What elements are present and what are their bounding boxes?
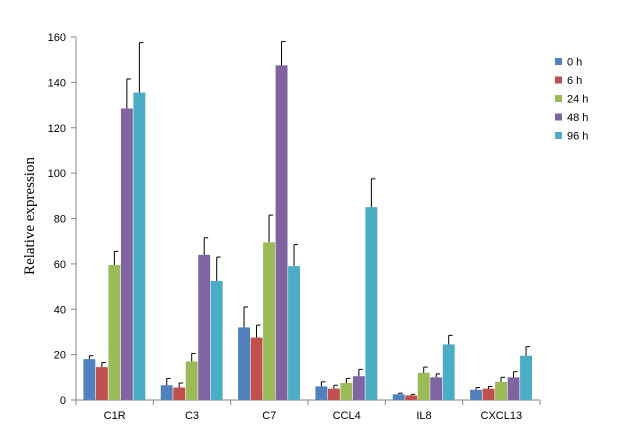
legend: 0 h 6 h 24 h 48 h 96 h xyxy=(555,57,588,143)
y-tick-label: 140 xyxy=(48,77,66,89)
bar xyxy=(520,355,532,400)
x-tick-label: CCL4 xyxy=(333,410,361,422)
legend-label: 48 h xyxy=(567,112,588,124)
y-tick-label: 160 xyxy=(48,32,66,44)
legend-swatch xyxy=(555,58,562,65)
y-tick-label: 40 xyxy=(54,304,66,316)
bar xyxy=(288,266,300,400)
bar xyxy=(417,372,430,400)
bar xyxy=(405,395,418,400)
bar xyxy=(275,65,288,400)
bar xyxy=(430,377,443,400)
legend-swatch xyxy=(555,132,562,139)
bar xyxy=(263,242,275,400)
y-tick-label: 80 xyxy=(54,214,66,226)
bar xyxy=(120,108,133,400)
bar xyxy=(238,327,250,400)
y-tick-label: 100 xyxy=(48,168,66,180)
error-bars xyxy=(88,41,531,396)
bar xyxy=(470,389,482,400)
y-tick-label: 120 xyxy=(48,123,66,135)
legend-label: 0 h xyxy=(567,57,582,69)
y-axis: 0 20 40 60 80 100 120 140 160 xyxy=(48,32,77,407)
y-tick-label: 0 xyxy=(60,395,66,407)
bar xyxy=(210,280,223,400)
bar xyxy=(108,265,121,400)
bar xyxy=(340,382,353,400)
bar xyxy=(507,377,520,400)
legend-swatch xyxy=(555,113,562,121)
bar xyxy=(173,387,186,400)
x-tick-label: C1R xyxy=(104,410,126,422)
bar xyxy=(133,92,146,400)
bar xyxy=(185,361,198,400)
y-axis-label: Relative expression xyxy=(22,157,38,275)
bar xyxy=(442,344,455,400)
bar xyxy=(392,394,405,400)
bars xyxy=(83,65,532,400)
bar xyxy=(482,388,495,400)
bar xyxy=(83,359,96,400)
x-tick-label: C7 xyxy=(262,410,276,422)
x-tick-label: IL8 xyxy=(416,410,431,422)
bar xyxy=(327,388,340,400)
x-tick-label: CXCL13 xyxy=(481,410,523,422)
y-tick-label: 20 xyxy=(54,350,66,362)
legend-label: 24 h xyxy=(567,94,588,106)
y-tick-label: 60 xyxy=(54,259,66,271)
legend-label: 96 h xyxy=(567,131,588,143)
legend-swatch xyxy=(555,95,562,102)
bar xyxy=(198,254,211,400)
bar xyxy=(95,367,108,400)
bar xyxy=(160,385,173,400)
legend-label: 6 h xyxy=(567,75,582,87)
bar xyxy=(315,386,328,400)
legend-swatch xyxy=(555,76,562,84)
bar xyxy=(250,337,263,400)
bar xyxy=(352,376,365,400)
x-tick-label: C3 xyxy=(185,410,199,422)
bar xyxy=(365,207,378,400)
x-axis: C1R C3 C7 CCL4 IL8 CXCL13 xyxy=(75,399,541,422)
bar xyxy=(495,381,507,400)
